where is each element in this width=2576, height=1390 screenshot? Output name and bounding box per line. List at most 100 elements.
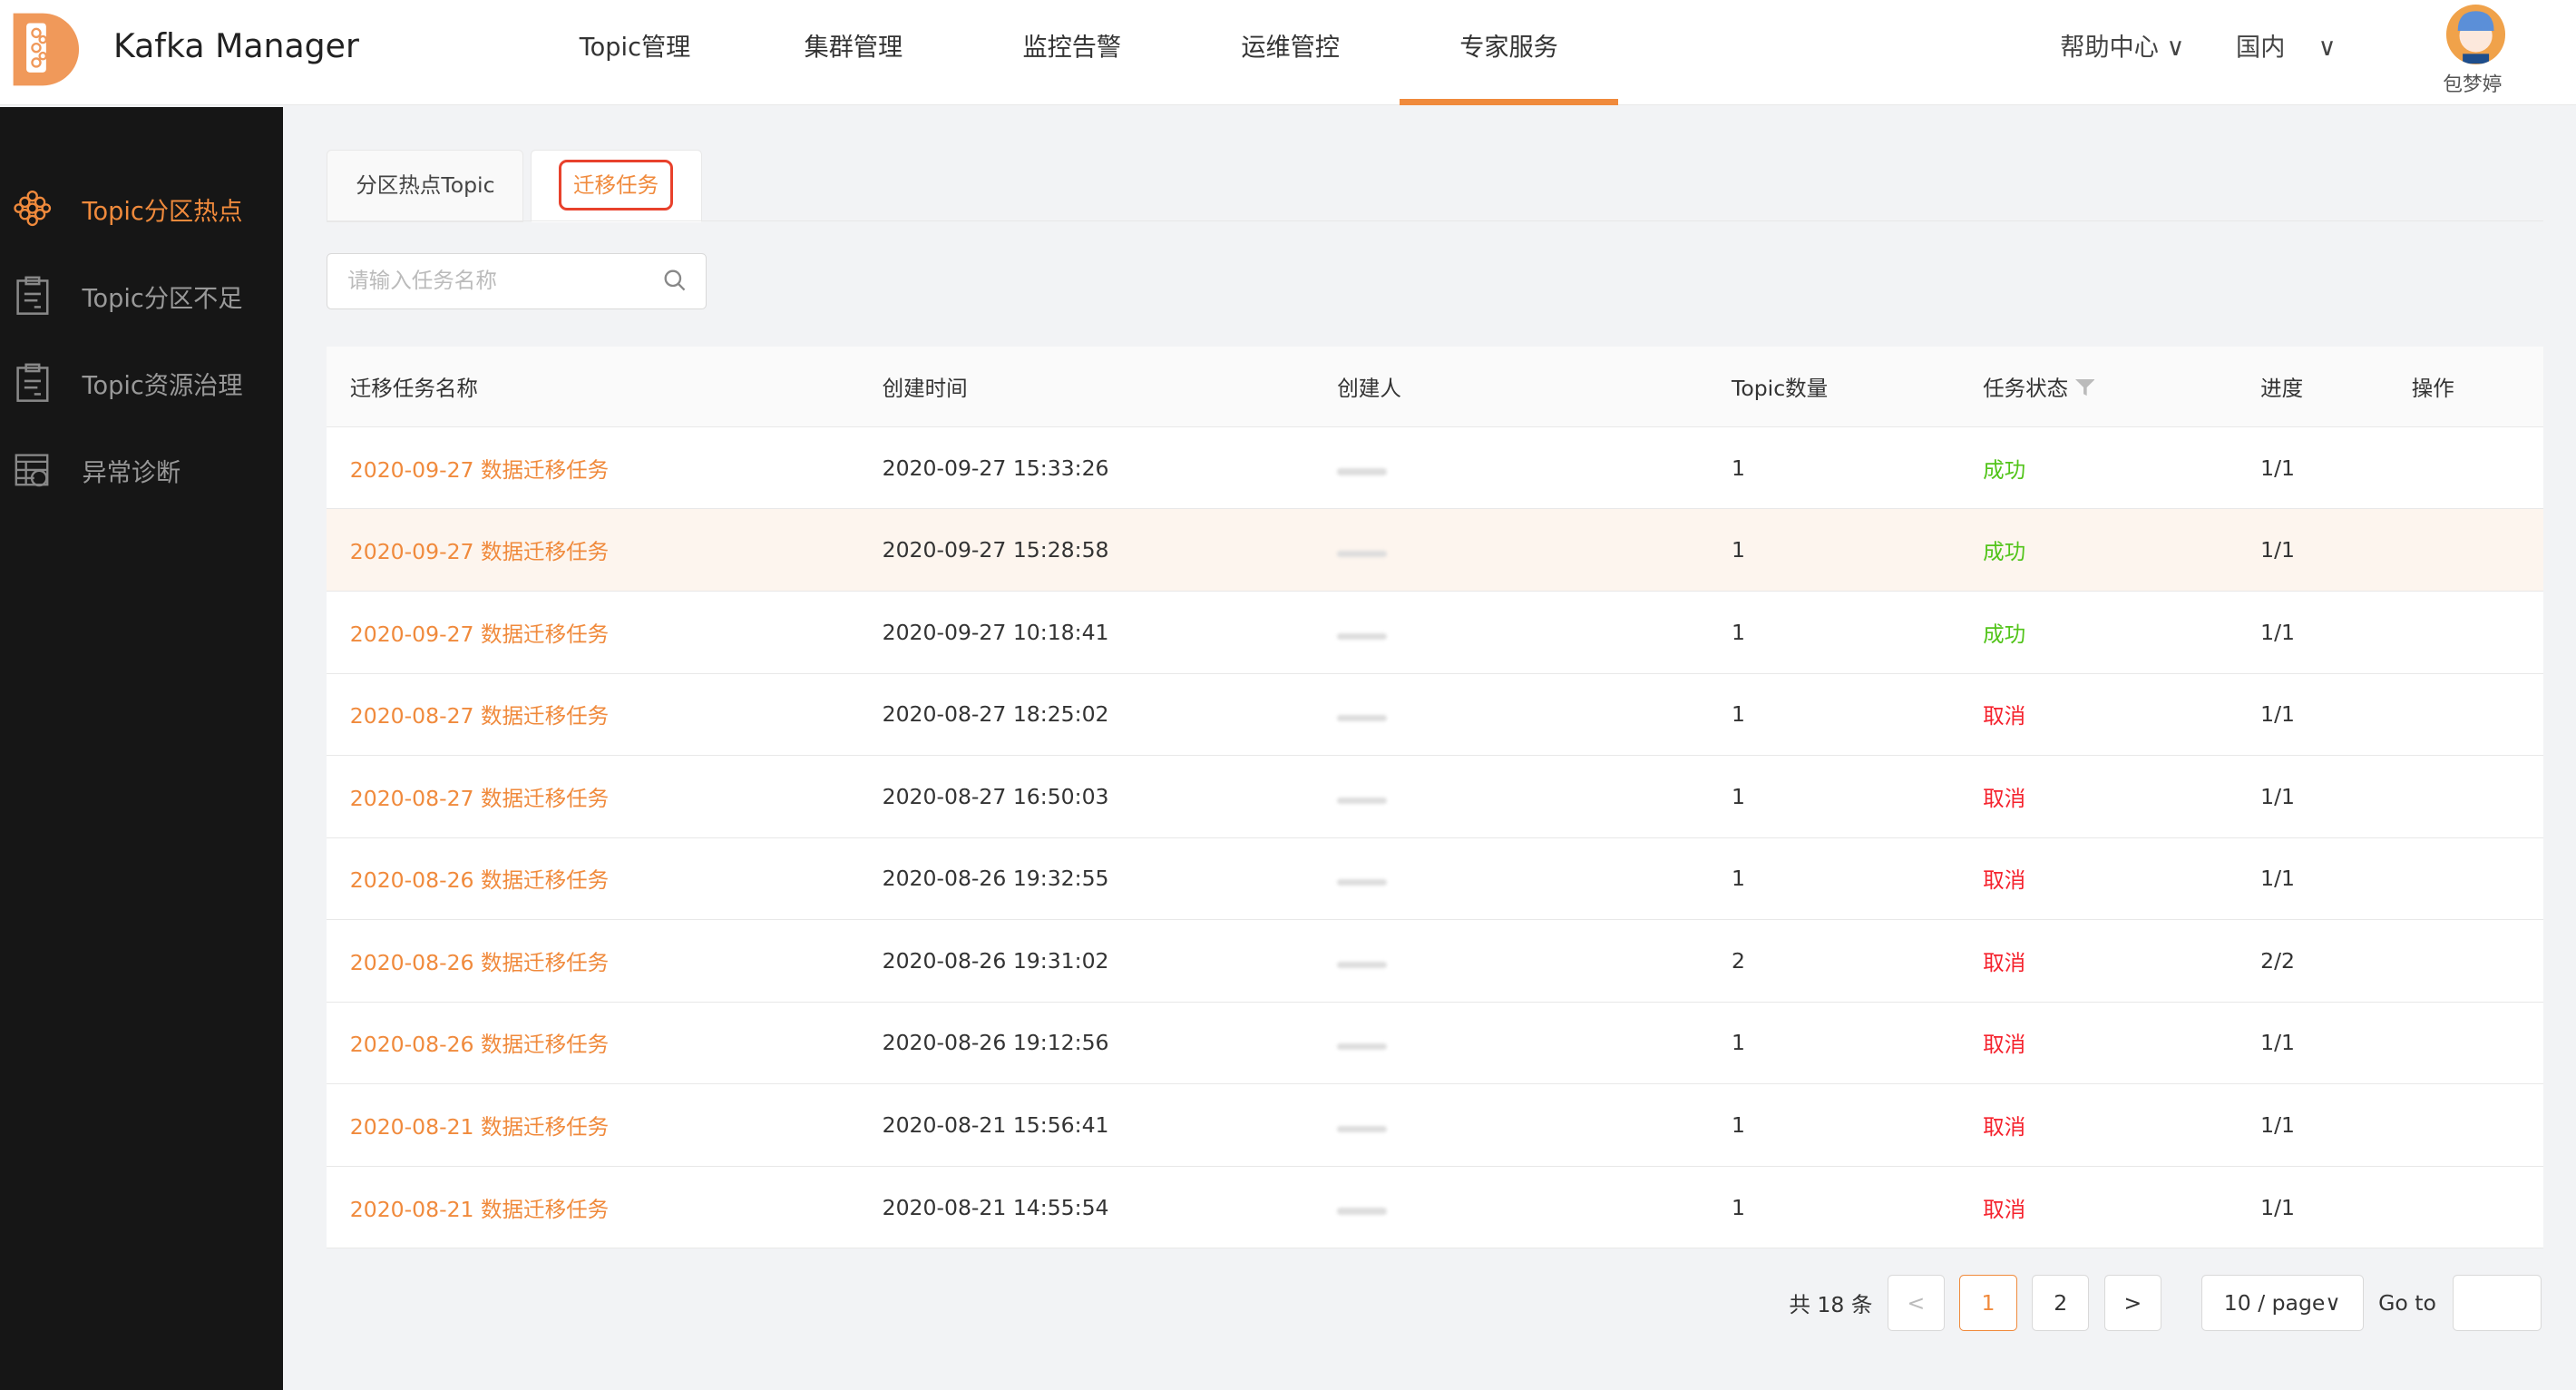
logo-icon (13, 13, 79, 86)
filter-icon[interactable] (2068, 376, 2095, 401)
column-header-label: 迁移任务名称 (349, 376, 478, 402)
sidebar-item-label: 异常诊断 (82, 458, 181, 487)
progress: 1/1 (2260, 537, 2296, 563)
progress: 1/1 (2260, 783, 2296, 809)
task-table: 迁移任务名称 创建时间 创建人 Topic数量 任务状态 进度 操作 2020-09-27 … (327, 347, 2543, 1249)
task-name-link[interactable]: 2020-09-27 数据迁移任务 (349, 621, 610, 647)
topic-count: 1 (1731, 455, 1745, 481)
creator-redacted (1314, 866, 1709, 891)
help-label: 帮助中心 (2060, 33, 2159, 62)
progress: 1/1 (2260, 701, 2296, 728)
task-name-link[interactable]: 2020-09-27 数据迁移任务 (349, 539, 610, 565)
column-header-label: Topic数量 (1731, 376, 1829, 402)
status-badge: 成功 (1983, 621, 2026, 647)
creator-redacted (1314, 455, 1709, 481)
creator-redacted (1314, 620, 1709, 645)
progress: 1/1 (2260, 866, 2296, 892)
redacted-mark (1337, 1125, 1387, 1133)
sidebar: Topic分区热点 Topic分区不足 Topic资源治理 异常诊断 (0, 106, 283, 1390)
nav-item[interactable]: 监控告警 (1022, 34, 1122, 62)
table-row: 2020-08-26 数据迁移任务 2020-08-26 19:32:55 1 取消 1… (327, 838, 2543, 921)
search-icon[interactable] (663, 269, 686, 291)
status-badge: 取消 (1983, 703, 2026, 729)
table-row: 2020-08-26 数据迁移任务 2020-08-26 19:12:56 1 取消 1… (327, 1003, 2543, 1085)
page-button[interactable]: 2 (2032, 1275, 2090, 1332)
table-row: 2020-08-27 数据迁移任务 2020-08-27 18:25:02 1 取消 1… (327, 674, 2543, 757)
app-title: Kafka Manager (112, 25, 359, 65)
created-time: 2020-09-27 15:33:26 (882, 455, 1109, 481)
task-name-link[interactable]: 2020-08-26 数据迁移任务 (349, 867, 610, 894)
task-name-link[interactable]: 2020-08-21 数据迁移任务 (349, 1196, 610, 1222)
total-count: 共 18 条 (1789, 1292, 1873, 1318)
topic-count: 1 (1731, 619, 1745, 645)
progress: 1/1 (2260, 1030, 2296, 1056)
created-time: 2020-08-21 15:56:41 (882, 1112, 1109, 1139)
main-nav: Topic管理 集群管理 监控告警 运维管控 专家服务 (526, 0, 1618, 105)
prev-page-button[interactable]: < (1887, 1275, 1946, 1332)
redacted-mark (1337, 632, 1387, 640)
status-badge: 取消 (1983, 1114, 2026, 1140)
next-page-button[interactable]: > (2103, 1275, 2162, 1332)
redacted-mark (1337, 797, 1387, 804)
table-row: 2020-08-27 数据迁移任务 2020-08-27 16:50:03 1 取消 1… (327, 756, 2543, 838)
task-name-link[interactable]: 2020-08-26 数据迁移任务 (349, 1032, 610, 1058)
column-header[interactable]: 任务状态 (1960, 371, 2238, 402)
nav-item[interactable]: 专家服务 (1400, 0, 1618, 105)
avatar[interactable] (2445, 5, 2506, 64)
sidebar-item[interactable]: Topic分区不足 (0, 263, 283, 328)
column-header-label: 创建时间 (882, 376, 968, 402)
creator-redacted (1314, 948, 1709, 974)
creator-redacted (1314, 1112, 1709, 1138)
search-input[interactable] (327, 253, 640, 307)
chevron-down-icon: ∨ (2325, 1290, 2341, 1317)
column-header: 迁移任务名称 (327, 371, 859, 402)
page-size-select[interactable]: 10 / page ∨ (2200, 1275, 2364, 1332)
help-center-dropdown[interactable]: 帮助中心 ∨ (2060, 26, 2184, 63)
progress: 1/1 (2260, 1112, 2296, 1139)
nav-item[interactable]: 集群管理 (804, 34, 903, 62)
created-time: 2020-08-26 19:31:02 (882, 947, 1109, 974)
pagination: 共 18 条 <1 2 >10 / page ∨ Go to (1789, 1275, 2542, 1332)
column-header-label: 任务状态 (1983, 376, 2069, 402)
nav-item[interactable]: Topic管理 (579, 34, 691, 62)
created-time: 2020-09-27 15:28:58 (882, 537, 1109, 563)
status-badge: 取消 (1983, 867, 2026, 894)
clipboard-icon (13, 363, 52, 403)
sidebar-item[interactable]: Topic资源治理 (0, 350, 283, 416)
status-badge: 取消 (1983, 1196, 2026, 1222)
page-button[interactable]: 1 (1959, 1275, 2017, 1332)
table-header: 迁移任务名称 创建时间 创建人 Topic数量 任务状态 进度 操作 (327, 347, 2543, 427)
topic-count: 1 (1731, 701, 1745, 728)
redacted-mark (1337, 715, 1387, 722)
nav-item[interactable]: 运维管控 (1241, 34, 1340, 62)
creator-redacted (1314, 537, 1709, 563)
tab-label: 迁移任务 (559, 159, 673, 210)
topic-count: 1 (1731, 1194, 1745, 1220)
task-name-link[interactable]: 2020-08-26 数据迁移任务 (349, 949, 610, 975)
topic-count: 1 (1731, 783, 1745, 809)
tab-bar: 分区热点Topic 迁移任务 (327, 149, 707, 222)
task-name-link[interactable]: 2020-09-27 数据迁移任务 (349, 456, 610, 483)
goto-page-input[interactable] (2453, 1275, 2542, 1332)
chevron-down-icon: ∨ (2158, 33, 2185, 62)
status-badge: 成功 (1983, 456, 2026, 483)
sidebar-item-label: Topic资源治理 (82, 371, 243, 400)
redacted-mark (1337, 1208, 1387, 1215)
created-time: 2020-08-26 19:32:55 (882, 866, 1109, 892)
table-row: 2020-09-27 数据迁移任务 2020-09-27 15:33:26 1 成功 1… (327, 427, 2543, 510)
region-dropdown[interactable]: 国内 ∨ (2236, 26, 2336, 63)
region-label: 国内 (2236, 33, 2286, 62)
table-dollar-icon (13, 450, 52, 489)
goto-label: Go to (2378, 1290, 2436, 1317)
task-name-link[interactable]: 2020-08-27 数据迁移任务 (349, 785, 610, 811)
sidebar-item[interactable]: 异常诊断 (0, 437, 283, 503)
username[interactable]: 包梦婷 (2443, 73, 2503, 97)
honeycomb-icon (13, 189, 52, 228)
progress: 1/1 (2260, 619, 2296, 645)
page-size-label: 10 / page (2223, 1290, 2326, 1317)
sidebar-item[interactable]: Topic分区热点 (0, 176, 283, 241)
task-name-link[interactable]: 2020-08-27 数据迁移任务 (349, 703, 610, 729)
tab[interactable]: 分区热点Topic (327, 149, 524, 222)
tab[interactable]: 迁移任务 (530, 149, 702, 222)
task-name-link[interactable]: 2020-08-21 数据迁移任务 (349, 1114, 610, 1140)
